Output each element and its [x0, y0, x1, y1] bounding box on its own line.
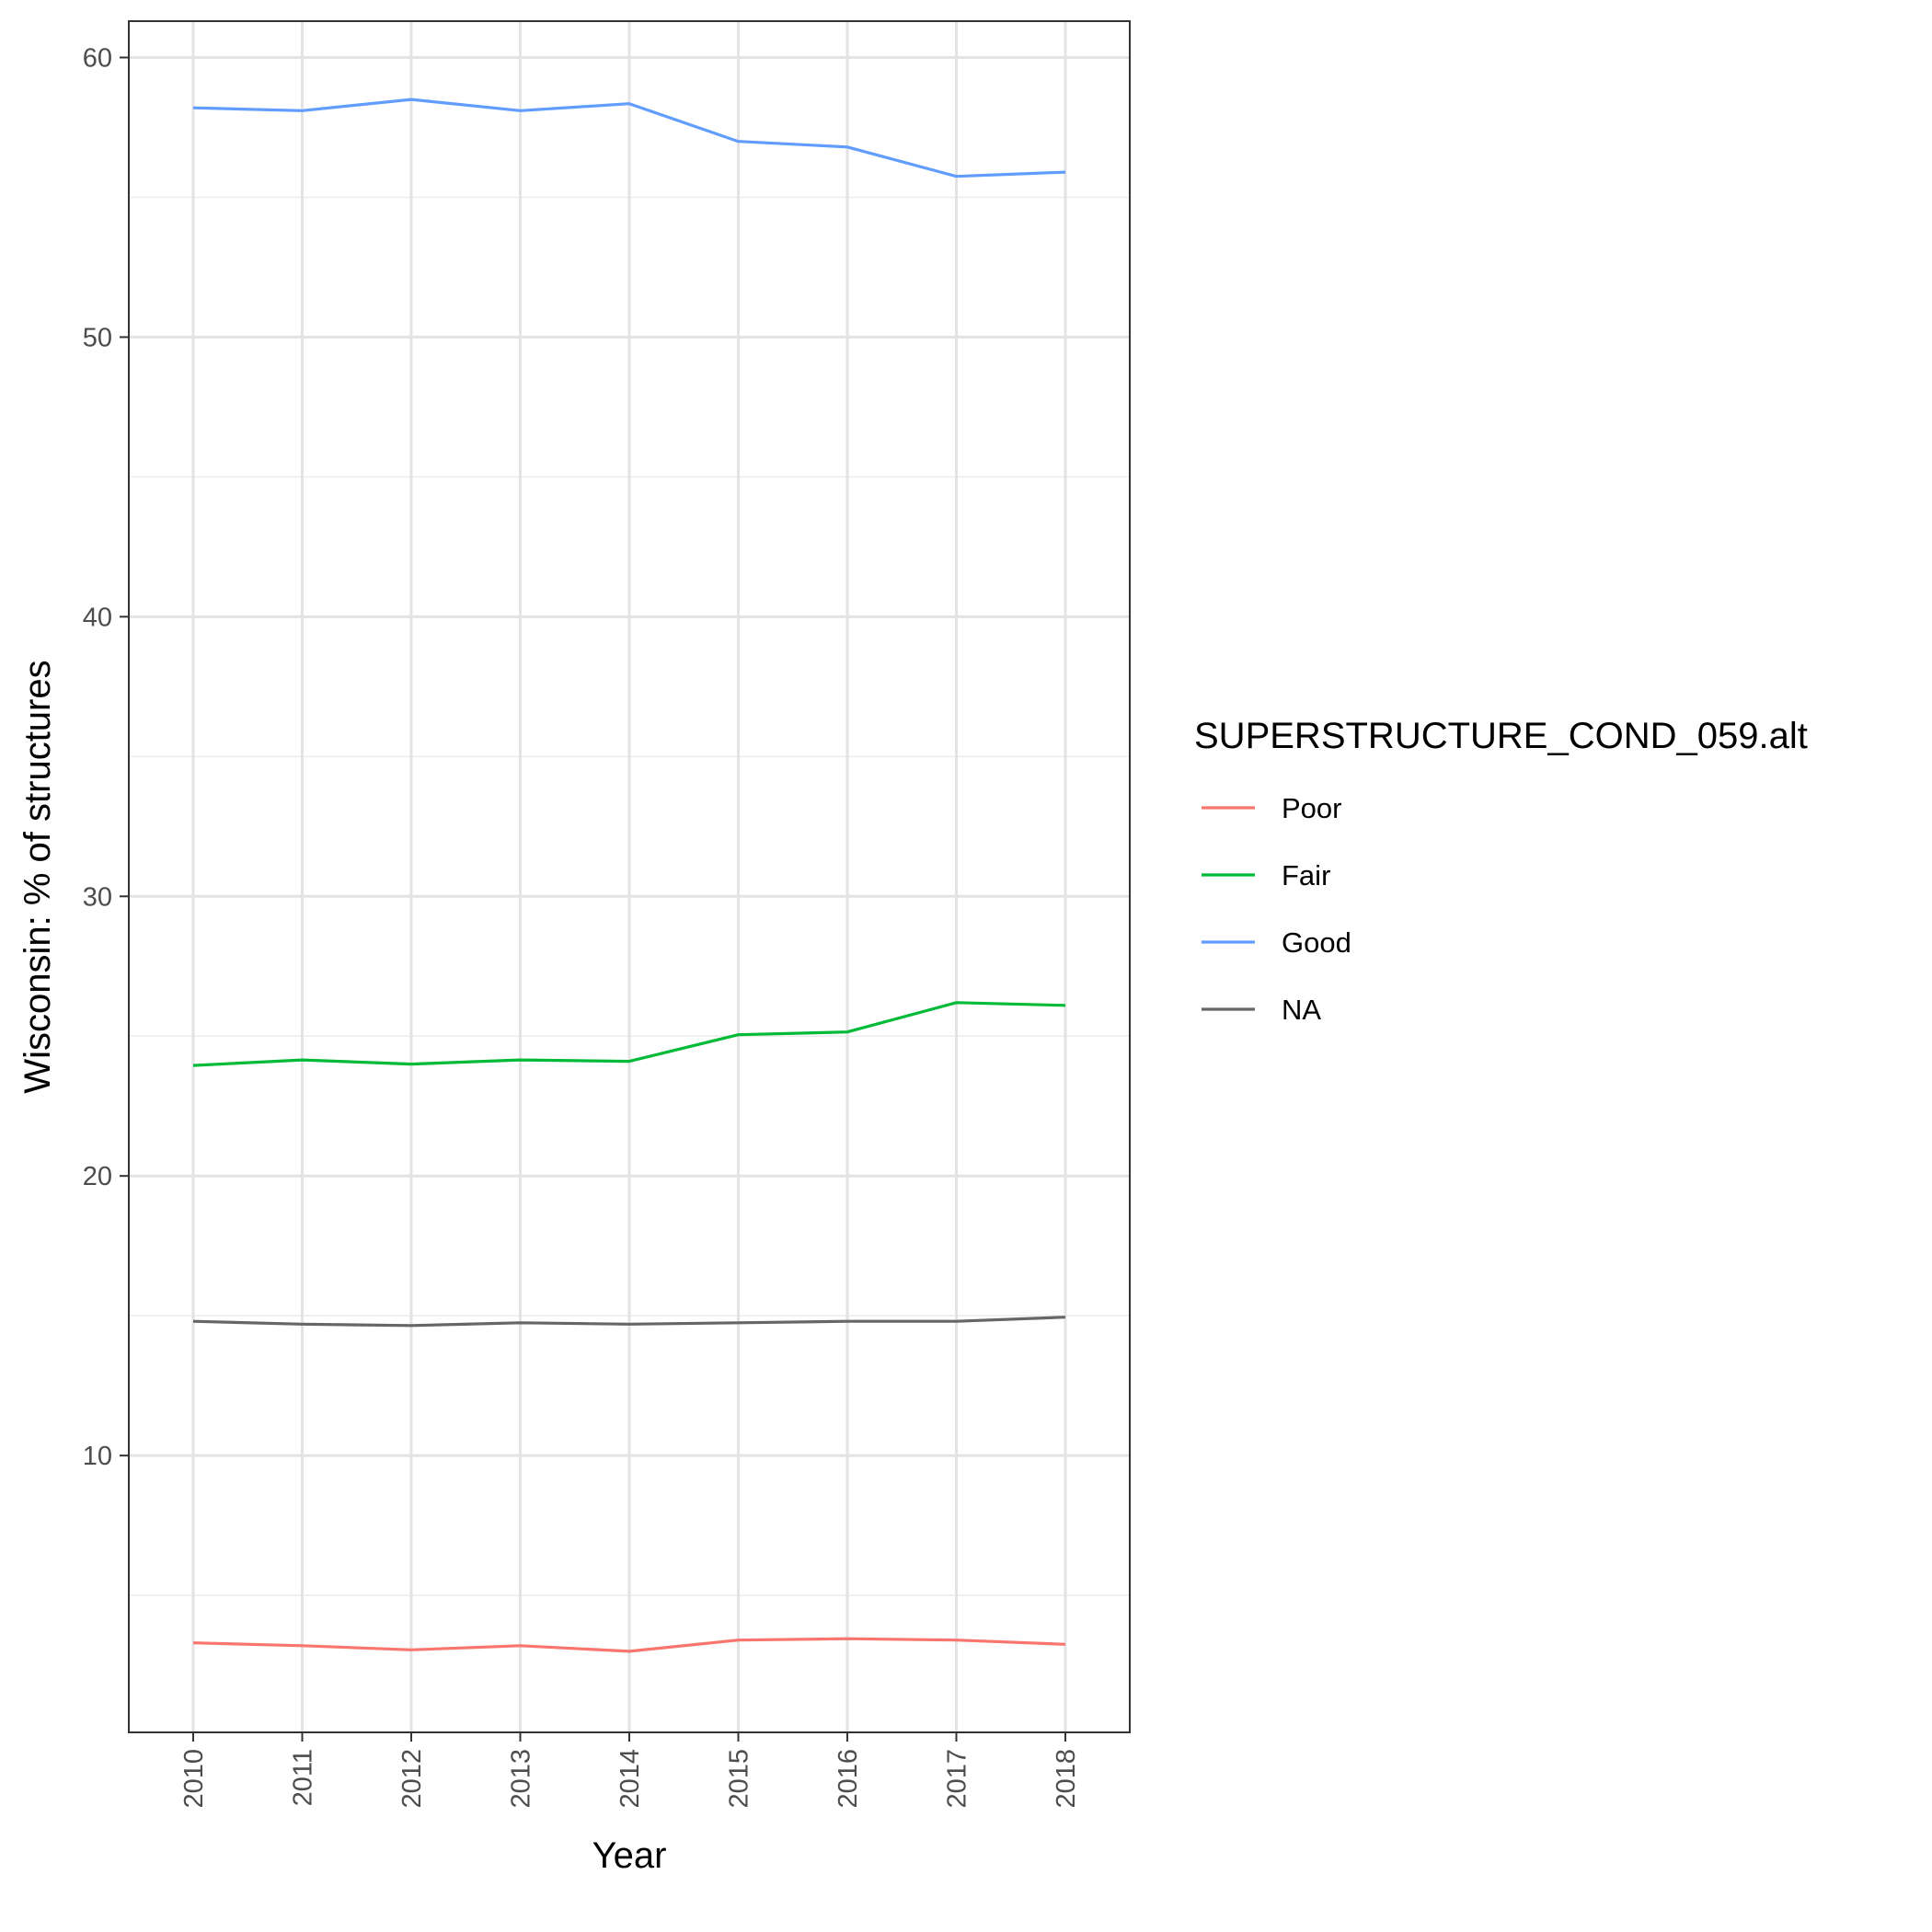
legend-label-poor: Poor — [1282, 792, 1341, 824]
series-line-poor — [192, 1637, 1066, 1653]
x-tick-label: 2011 — [289, 1749, 318, 1806]
x-tick-label: 2014 — [615, 1749, 645, 1809]
legend-items: Poor Fair Good NA — [1202, 792, 1351, 1026]
x-tick-label: 2017 — [943, 1749, 972, 1809]
y-axis-title: Wisconsin: % of structures — [17, 660, 58, 1093]
legend-label-na: NA — [1282, 994, 1321, 1026]
grid-lines — [129, 21, 1130, 1732]
legend-label-good: Good — [1282, 926, 1351, 959]
x-tick-label: 2013 — [507, 1749, 536, 1809]
series-lines — [192, 98, 1066, 1653]
x-tick-label: 2018 — [1052, 1749, 1081, 1809]
y-tick-label: 50 — [83, 323, 112, 352]
y-tick-label: 60 — [83, 44, 112, 74]
x-tick-label: 2015 — [725, 1749, 754, 1809]
x-tick-label: 2016 — [834, 1749, 863, 1809]
y-tick-label: 40 — [83, 603, 112, 632]
series-line-fair — [192, 1001, 1066, 1067]
x-tick-label: 2010 — [179, 1749, 209, 1809]
y-tick-label: 20 — [83, 1162, 112, 1191]
series-line-na — [192, 1316, 1066, 1328]
y-tick-label: 30 — [83, 882, 112, 912]
series-line-good — [192, 98, 1066, 178]
x-axis-title: Year — [592, 1835, 667, 1876]
y-tick-label: 10 — [83, 1442, 112, 1471]
x-axis-ticks: 2010 2011 2012 2013 2014 2015 2016 2017 2018 — [179, 1732, 1081, 1809]
legend: SUPERSTRUCTURE_COND_059.alt Poor Fair Good… — [1194, 716, 1808, 1026]
legend-title: SUPERSTRUCTURE_COND_059.alt — [1194, 716, 1808, 756]
y-axis-ticks: 10 20 30 40 50 60 — [83, 44, 129, 1471]
x-tick-label: 2012 — [397, 1749, 427, 1809]
legend-label-fair: Fair — [1282, 859, 1330, 891]
